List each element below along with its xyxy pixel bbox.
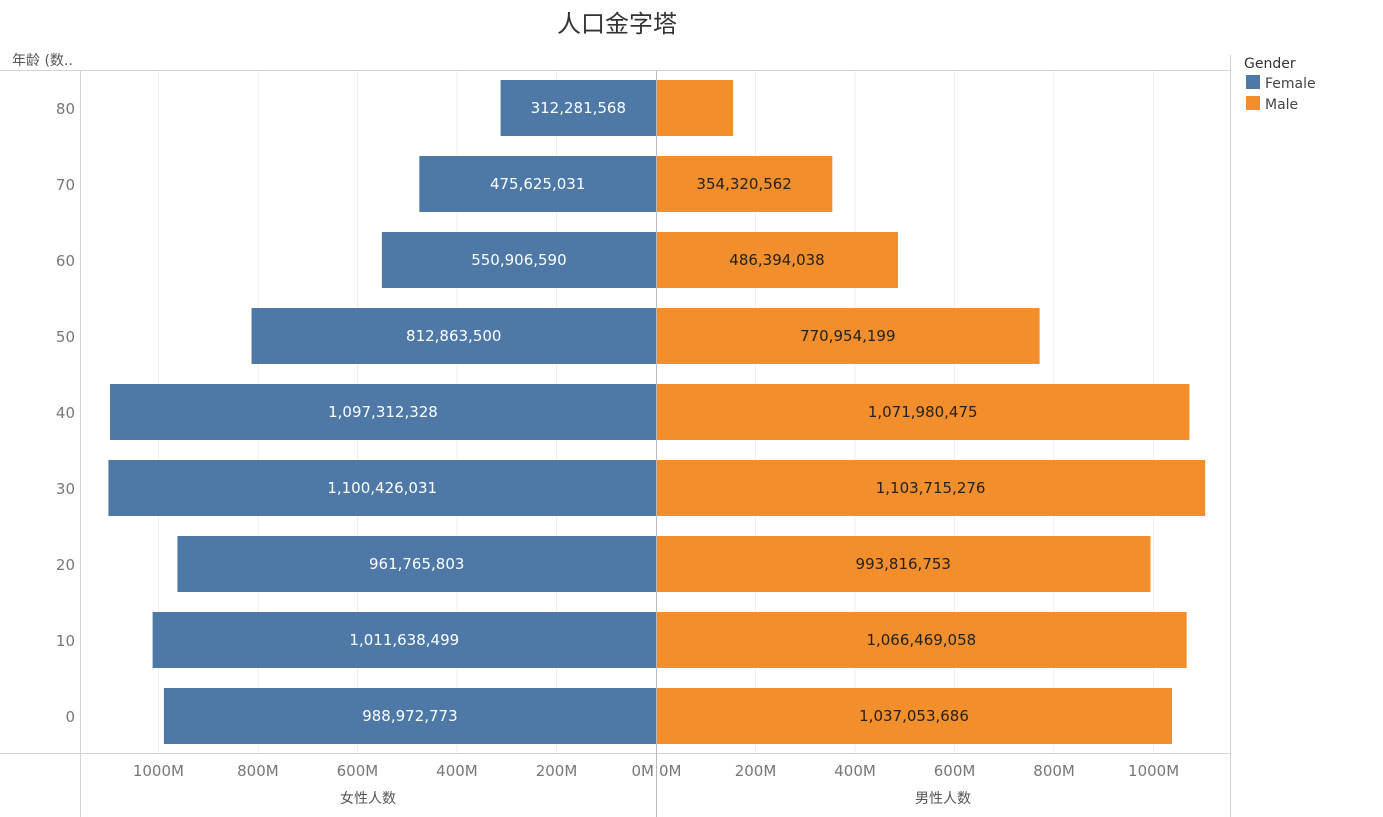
age-label-30: 30: [56, 480, 75, 498]
bar-label-male-70: 354,320,562: [696, 175, 791, 193]
age-label-70: 70: [56, 176, 75, 194]
bar-label-male-0: 1,037,053,686: [859, 707, 969, 725]
bar-female-40: [109, 384, 656, 440]
x-tick-female-4: 200M: [536, 762, 578, 780]
bar-male-70: [657, 156, 833, 212]
bar-male-40: [657, 384, 1190, 440]
x-tick-male-5: 1000M: [1128, 762, 1179, 780]
x-tick-male-0: 0M: [659, 762, 682, 780]
x-tick-female-1: 800M: [237, 762, 279, 780]
bar-label-female-50: 812,863,500: [406, 327, 501, 345]
bar-female-80: [500, 80, 656, 136]
bar-female-70: [419, 156, 656, 212]
x-tick-female-2: 600M: [337, 762, 379, 780]
bar-label-male-60: 486,394,038: [729, 251, 824, 269]
bar-label-male-10: 1,066,469,058: [866, 631, 976, 649]
x-tick-female-5: 0M: [632, 762, 655, 780]
x-tick-female-3: 400M: [436, 762, 478, 780]
legend-swatch-male: [1246, 96, 1260, 110]
age-label-40: 40: [56, 404, 75, 422]
bars: [108, 80, 1206, 744]
bar-label-female-0: 988,972,773: [362, 707, 457, 725]
bar-female-30: [108, 460, 657, 516]
age-label-0: 0: [65, 708, 75, 726]
bar-label-male-50: 770,954,199: [800, 327, 895, 345]
bar-label-female-30: 1,100,426,031: [327, 479, 437, 497]
age-labels: 80 70 60 50 40 30 20 10 0: [56, 100, 75, 726]
x-tick-male-3: 600M: [934, 762, 976, 780]
x-tick-female-0: 1000M: [133, 762, 184, 780]
bar-female-0: [163, 688, 656, 744]
bar-female-10: [152, 612, 656, 668]
bar-label-female-80: 312,281,568: [531, 99, 626, 117]
bar-female-50: [251, 308, 657, 364]
row-header-age: 年龄 (数..: [12, 53, 73, 69]
bar-label-female-20: 961,765,803: [369, 555, 464, 573]
x-tick-male-4: 800M: [1033, 762, 1075, 780]
x-axis-title-male: 男性人数: [915, 791, 971, 807]
bar-label-female-40: 1,097,312,328: [328, 403, 438, 421]
bar-male-0: [657, 688, 1173, 744]
bar-male-10: [657, 612, 1187, 668]
x-tick-labels: 1000M 800M 600M 400M 200M 0M 0M 200M 400M 600M 800…: [133, 762, 1179, 780]
bar-label-female-70: 475,625,031: [490, 175, 585, 193]
bar-label-female-10: 1,011,638,499: [349, 631, 459, 649]
bar-male-20: [657, 536, 1151, 592]
bar-label-male-20: 993,816,753: [856, 555, 951, 573]
age-label-80: 80: [56, 100, 75, 118]
legend-label-male: Male: [1265, 97, 1298, 113]
age-label-50: 50: [56, 328, 75, 346]
bar-label-female-60: 550,906,590: [471, 251, 566, 269]
chart-title: 人口金字塔: [557, 10, 677, 38]
legend-swatch-female: [1246, 75, 1260, 89]
x-tick-male-1: 200M: [735, 762, 777, 780]
bar-female-60: [381, 232, 656, 288]
x-axis-title-female: 女性人数: [340, 790, 396, 807]
legend: Gender Female Male: [1244, 56, 1316, 113]
bar-male-60: [657, 232, 899, 288]
bar-female-20: [177, 536, 656, 592]
bar-male-80: [657, 80, 734, 136]
age-label-10: 10: [56, 632, 75, 650]
bar-male-30: [657, 460, 1206, 516]
bar-labels: 312,281,568 475,625,031 354,320,562 550,906…: [327, 99, 985, 725]
bar-label-male-30: 1,103,715,276: [876, 479, 986, 497]
age-label-60: 60: [56, 252, 75, 270]
legend-label-female: Female: [1265, 76, 1316, 92]
x-tick-male-2: 400M: [834, 762, 876, 780]
bar-male-50: [657, 308, 1040, 364]
chart-frame: [0, 55, 1231, 817]
bar-label-male-40: 1,071,980,475: [868, 403, 978, 421]
age-label-20: 20: [56, 556, 75, 574]
legend-title: Gender: [1244, 56, 1296, 72]
